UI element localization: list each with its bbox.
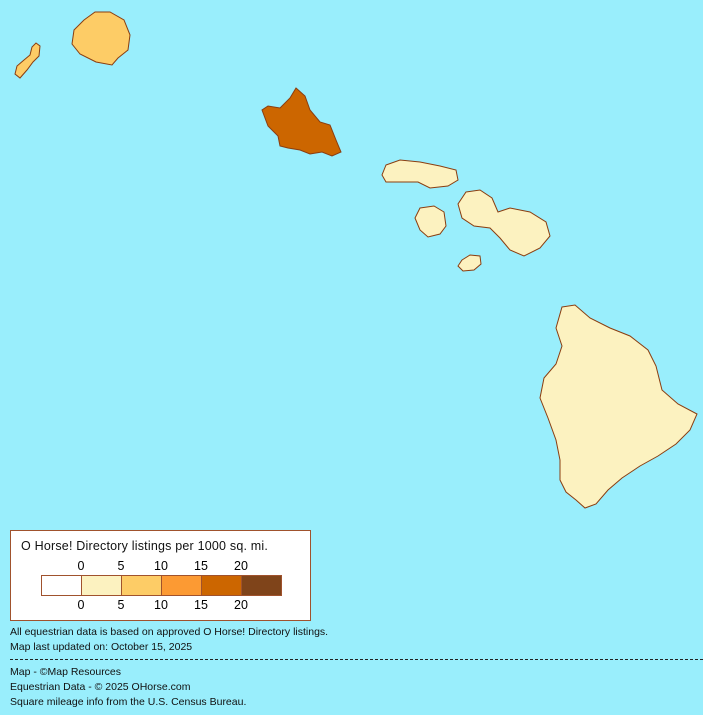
map-credit: Map - ©Map Resources <box>10 666 122 678</box>
legend-tick: 20 <box>234 598 248 612</box>
island-hawaii[interactable] <box>539 304 698 509</box>
legend-swatch <box>242 576 281 595</box>
legend-swatch <box>162 576 202 595</box>
legend-swatch <box>82 576 122 595</box>
island-lanai[interactable] <box>414 205 447 238</box>
legend-tick: 10 <box>154 559 168 573</box>
legend-tick: 0 <box>77 598 85 612</box>
legend-tick: 15 <box>194 598 208 612</box>
legend-tick: 0 <box>77 559 85 573</box>
island-oahu[interactable] <box>261 87 342 157</box>
island-niihau[interactable] <box>14 42 41 79</box>
data-basis-note: All equestrian data is based on approved… <box>10 626 329 638</box>
legend-swatch <box>122 576 162 595</box>
island-kauai[interactable] <box>71 11 131 66</box>
legend-tick: 15 <box>194 559 208 573</box>
hawaii-map <box>14 11 698 509</box>
divider <box>10 659 703 660</box>
legend-tick: 10 <box>154 598 168 612</box>
legend-tick: 5 <box>117 559 125 573</box>
legend-title: O Horse! Directory listings per 1000 sq.… <box>21 539 269 553</box>
legend-color-bar <box>41 575 282 596</box>
island-maui[interactable] <box>457 189 551 257</box>
legend-tick: 20 <box>234 559 248 573</box>
legend-swatch <box>202 576 242 595</box>
island-kahoolawe[interactable] <box>457 254 482 272</box>
legend-tick: 5 <box>117 598 125 612</box>
census-credit: Square mileage info from the U.S. Census… <box>10 696 247 708</box>
legend-swatch <box>42 576 82 595</box>
island-molokai[interactable] <box>381 159 459 189</box>
data-credit: Equestrian Data - © 2025 OHorse.com <box>10 681 191 693</box>
legend: O Horse! Directory listings per 1000 sq.… <box>10 530 311 621</box>
updated-note: Map last updated on: October 15, 2025 <box>10 641 193 653</box>
